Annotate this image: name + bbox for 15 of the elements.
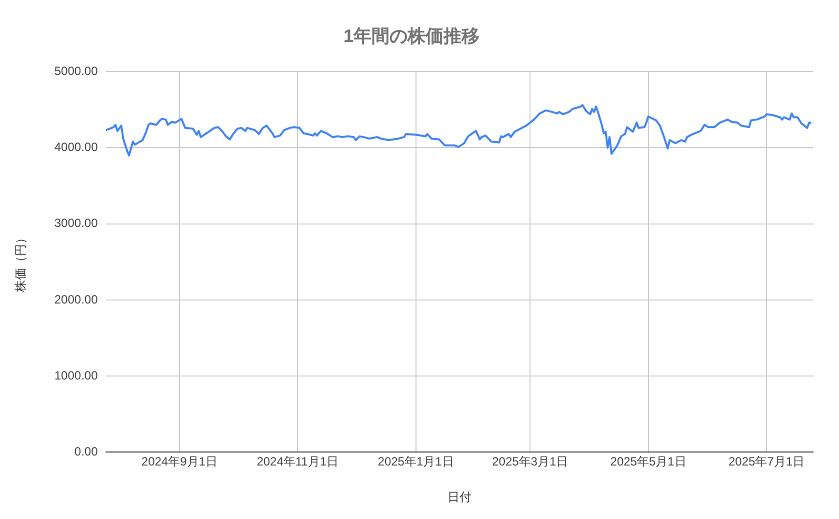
x-tick-label: 2025年1月1日: [378, 454, 454, 469]
x-tick-label: 2025年7月1日: [728, 454, 805, 469]
chart-title: 1年間の株価推移: [343, 26, 480, 46]
y-tick-label: 3000.00: [54, 216, 98, 230]
y-tick-label: 2000.00: [54, 292, 98, 306]
y-tick-label: 0.00: [74, 444, 98, 459]
x-axis-title: 日付: [447, 490, 472, 504]
x-tick-label: 2024年11月1日: [256, 454, 339, 469]
y-tick-label: 5000.00: [54, 64, 98, 78]
x-tick-label: 2025年3月1日: [492, 454, 568, 469]
y-axis-title: 株価（円）: [14, 232, 28, 293]
x-tick-label: 2024年9月1日: [141, 454, 218, 469]
y-tick-label: 1000.00: [54, 368, 98, 382]
y-tick-label: 4000.00: [54, 140, 98, 154]
x-tick-label: 2025年5月1日: [610, 454, 686, 469]
